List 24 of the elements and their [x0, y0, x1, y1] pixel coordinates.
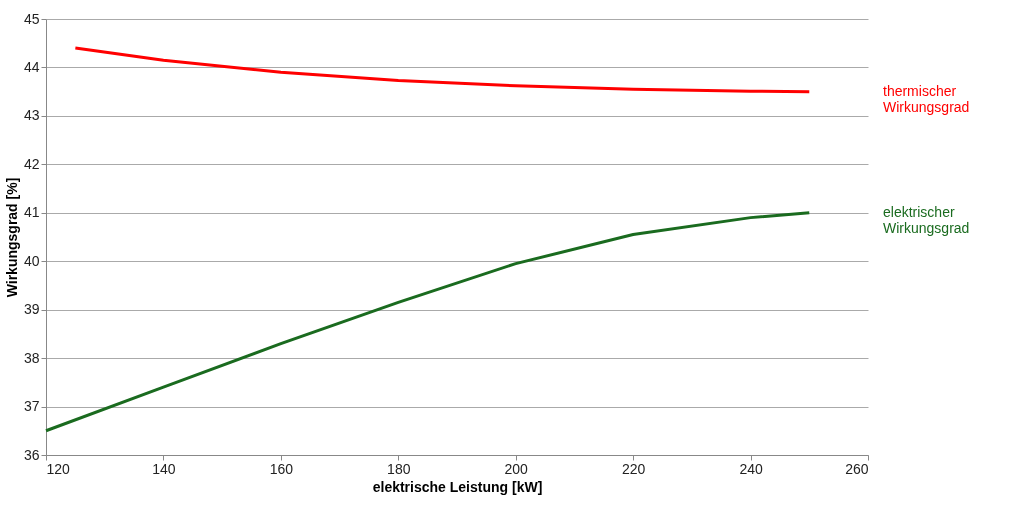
- text: thermischer Wirkungsgrad: [883, 82, 970, 115]
- y-tick-label: 44: [23, 58, 40, 75]
- x-tick-label: 140: [152, 460, 176, 477]
- x-tick-label: 120: [46, 460, 71, 477]
- x-tick-label: 220: [621, 460, 646, 477]
- x-tick-label: 260: [845, 460, 869, 477]
- text: elektrischer Wirkungsgrad: [883, 203, 970, 236]
- y-tick-label: 38: [23, 349, 40, 366]
- y-tick-label: 37: [23, 398, 40, 415]
- x-tick-label: 200: [504, 460, 529, 477]
- x-tick-label: 160: [269, 460, 294, 477]
- y-tick-label: 42: [23, 155, 40, 172]
- x-axis-title: elektrische Leistung [kW]: [372, 478, 543, 495]
- y-tick-label: 40: [23, 252, 40, 269]
- line-series: [73, 46, 811, 94]
- y-tick-label: 43: [23, 107, 40, 124]
- y-tick-label: 41: [23, 204, 40, 221]
- x-tick-label: 180: [387, 460, 411, 477]
- y-tick-label: 36: [23, 446, 40, 463]
- x-tick-label: 240: [739, 460, 763, 477]
- line-series: [44, 211, 811, 433]
- y-axis-title: Wirkungsgrad [%]: [3, 177, 20, 298]
- y-tick-label: 39: [23, 301, 40, 318]
- y-tick-label: 45: [23, 10, 40, 27]
